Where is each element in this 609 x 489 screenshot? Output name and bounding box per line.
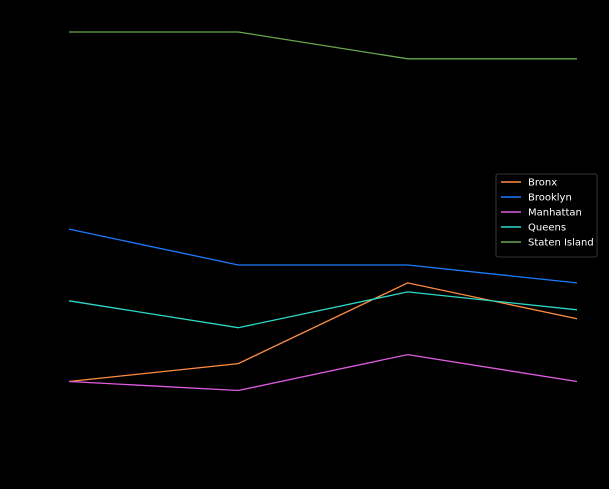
- legend: Bronx Brooklyn Manhattan Queens Staten Islan…: [495, 173, 598, 258]
- series-line-staten-island: [69, 31, 577, 60]
- legend-label-queens: Queens: [528, 223, 566, 234]
- legend-label-brooklyn: Brooklyn: [528, 193, 572, 204]
- legend-label-bronx: Bronx: [528, 178, 557, 189]
- series-layer: [68, 31, 578, 392]
- series-line-queens: [68, 291, 578, 329]
- legend-box: [495, 173, 598, 258]
- legend-label-manhattan: Manhattan: [528, 208, 582, 219]
- series-line-brooklyn: [68, 228, 578, 284]
- legend-label-staten-island: Staten Island: [528, 238, 594, 249]
- series-line-manhattan: [68, 353, 578, 392]
